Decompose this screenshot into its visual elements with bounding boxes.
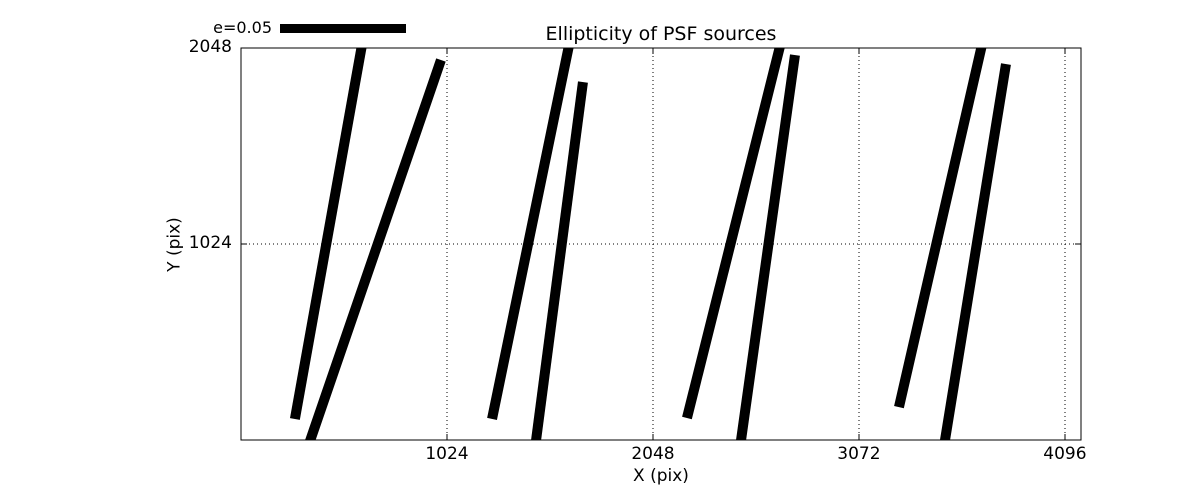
whisker xyxy=(736,54,800,440)
whisker xyxy=(939,63,1011,440)
whisker xyxy=(894,48,987,409)
x-tick-label: 1024 xyxy=(425,444,469,464)
x-tick-label: 4096 xyxy=(1043,444,1087,464)
whisker xyxy=(487,48,574,420)
whisker xyxy=(682,48,785,420)
whisker xyxy=(531,81,588,440)
y-tick-label: 1024 xyxy=(188,233,232,253)
whisker xyxy=(305,58,446,440)
legend-label: e=0.05 xyxy=(213,18,272,37)
legend-whisker-sample xyxy=(280,24,406,33)
chart-title: Ellipticity of PSF sources xyxy=(545,23,777,45)
x-tick-label: 2048 xyxy=(631,444,675,464)
x-axis-label: X (pix) xyxy=(633,466,689,486)
y-tick-label: 2048 xyxy=(188,37,232,57)
whisker xyxy=(289,48,367,420)
plot-frame xyxy=(240,47,1082,441)
x-tick-label: 3072 xyxy=(837,444,881,464)
